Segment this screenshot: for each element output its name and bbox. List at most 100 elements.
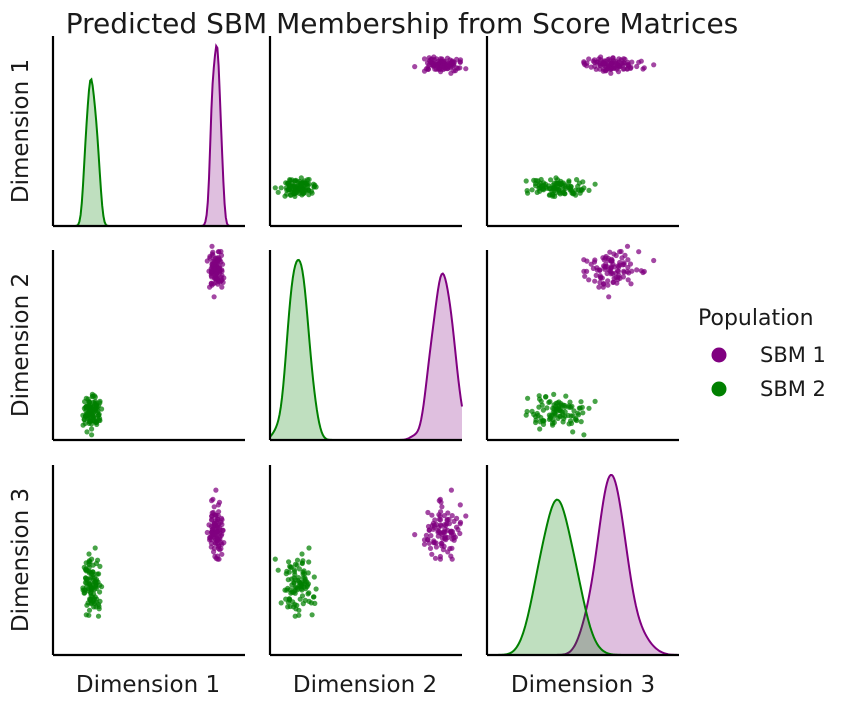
scatter-point bbox=[604, 66, 610, 72]
scatter-point bbox=[423, 532, 429, 539]
scatter-point bbox=[81, 417, 87, 423]
legend: Population SBM 1 SBM 2 bbox=[698, 306, 826, 401]
scatter-point bbox=[208, 281, 214, 287]
scatter-point bbox=[208, 533, 214, 539]
scatter-point bbox=[525, 395, 531, 401]
scatter-point bbox=[546, 183, 552, 189]
scatter-point bbox=[217, 547, 223, 553]
scatter-point bbox=[272, 556, 278, 562]
scatter-point bbox=[590, 265, 597, 271]
scatter-point bbox=[588, 64, 594, 70]
scatter-point bbox=[95, 557, 101, 563]
scatter-point bbox=[574, 177, 580, 183]
scatter-point bbox=[412, 532, 418, 538]
scatter-point bbox=[218, 252, 225, 258]
scatter-point bbox=[592, 398, 598, 404]
scatter-point bbox=[651, 257, 657, 264]
scatter-point bbox=[457, 57, 464, 63]
scatter-point bbox=[275, 189, 281, 195]
scatter-point bbox=[610, 55, 616, 61]
scatter-point bbox=[605, 278, 611, 284]
scatter-point bbox=[463, 66, 469, 72]
scatter-point bbox=[94, 421, 100, 427]
scatter-point bbox=[421, 541, 428, 547]
kde-fill-sbm-1 bbox=[487, 475, 679, 655]
scatter-point bbox=[213, 555, 219, 561]
scatter-point bbox=[559, 402, 565, 408]
scatter-point bbox=[84, 602, 90, 608]
scatter-point bbox=[424, 60, 431, 66]
scatter-point bbox=[581, 268, 587, 274]
scatter-point bbox=[210, 524, 216, 530]
panel-r1-c3 bbox=[485, 36, 679, 228]
scatter-point bbox=[624, 243, 631, 249]
scatter-point bbox=[425, 66, 431, 72]
scatter-point bbox=[546, 399, 552, 405]
panel-r2-c2 bbox=[268, 250, 463, 442]
scatter-point bbox=[575, 183, 581, 189]
scatter-point bbox=[211, 294, 217, 300]
scatter-point bbox=[457, 519, 464, 525]
scatter-point bbox=[208, 544, 214, 550]
scatter-point bbox=[84, 410, 90, 417]
kde-fill-sbm-2 bbox=[270, 260, 462, 440]
scatter-point bbox=[539, 402, 545, 408]
scatter-point bbox=[608, 265, 614, 271]
scatter-point bbox=[573, 417, 579, 423]
y-axis-labels: Dimension 1 Dimension 2 Dimension 3 bbox=[8, 59, 34, 632]
kde-fill-sbm-2 bbox=[487, 499, 679, 655]
scatter-point bbox=[565, 412, 571, 419]
panel-r2-c3 bbox=[485, 243, 679, 442]
scatter-point bbox=[431, 539, 437, 546]
scatter-point bbox=[437, 556, 443, 562]
scatter-point bbox=[88, 571, 95, 577]
scatter-point bbox=[586, 187, 592, 193]
scatter-point bbox=[421, 56, 428, 62]
scatter-point bbox=[278, 185, 284, 191]
scatter-point bbox=[440, 547, 446, 553]
scatter-point bbox=[99, 584, 105, 590]
scatter-point bbox=[93, 578, 99, 584]
scatter-point bbox=[610, 261, 616, 267]
scatter-point bbox=[553, 175, 559, 181]
scatter-point bbox=[313, 586, 319, 592]
scatter-point bbox=[446, 521, 452, 527]
legend-marker-sbm-1 bbox=[711, 347, 727, 363]
scatter-point bbox=[593, 66, 599, 72]
y-axis-label-row-2: Dimension 2 bbox=[8, 273, 34, 417]
scatter-point bbox=[448, 487, 454, 493]
scatter-point bbox=[283, 596, 289, 602]
scatter-point bbox=[439, 540, 445, 547]
scatter-point bbox=[578, 419, 584, 425]
scatter-point bbox=[435, 533, 441, 539]
scatter-point bbox=[438, 69, 444, 75]
scatter-point bbox=[555, 400, 561, 406]
scatter-point bbox=[449, 556, 455, 562]
scatter-point bbox=[210, 252, 216, 259]
scatter-point bbox=[578, 187, 584, 194]
scatter-point bbox=[294, 562, 300, 568]
scatter-point bbox=[597, 267, 603, 273]
scatter-point bbox=[448, 70, 454, 76]
scatter-point bbox=[575, 410, 581, 416]
scatter-point bbox=[86, 405, 92, 411]
scatter-point bbox=[617, 275, 623, 281]
scatter-point bbox=[287, 182, 293, 188]
scatter-point bbox=[89, 426, 95, 432]
scatter-point bbox=[586, 405, 592, 411]
scatter-point bbox=[206, 522, 212, 528]
scatter-point bbox=[204, 258, 210, 264]
scatter-point bbox=[432, 555, 439, 561]
scatter-point bbox=[425, 509, 431, 516]
scatter-point bbox=[566, 404, 572, 410]
scatter-point bbox=[438, 522, 444, 528]
scatter-point bbox=[287, 192, 294, 198]
scatter-point bbox=[439, 504, 445, 510]
scatter-point bbox=[82, 399, 88, 405]
scatter-point bbox=[84, 429, 90, 435]
scatter-point bbox=[618, 248, 624, 255]
scatter-point bbox=[96, 606, 102, 612]
scatter-point bbox=[581, 432, 587, 438]
scatter-point bbox=[563, 393, 569, 399]
scatter-point bbox=[433, 544, 439, 550]
